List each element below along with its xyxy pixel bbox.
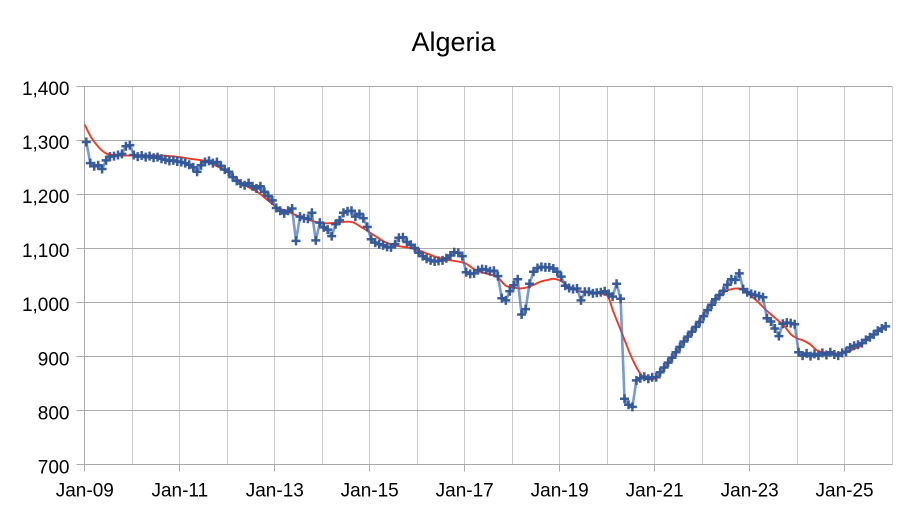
svg-text:1,300: 1,300 xyxy=(22,133,70,154)
svg-text:1,400: 1,400 xyxy=(22,79,70,100)
svg-text:800: 800 xyxy=(38,403,70,424)
svg-text:Jan-11: Jan-11 xyxy=(151,481,208,502)
svg-text:Jan-19: Jan-19 xyxy=(531,481,589,502)
svg-text:1,200: 1,200 xyxy=(22,187,70,208)
svg-text:1,100: 1,100 xyxy=(22,241,70,262)
svg-text:Jan-09: Jan-09 xyxy=(56,481,114,502)
svg-text:Jan-13: Jan-13 xyxy=(246,481,304,502)
svg-text:Jan-15: Jan-15 xyxy=(341,481,399,502)
svg-text:Jan-17: Jan-17 xyxy=(436,481,494,502)
svg-text:Jan-23: Jan-23 xyxy=(721,481,779,502)
svg-text:Jan-21: Jan-21 xyxy=(626,481,684,502)
svg-text:Algeria: Algeria xyxy=(411,27,496,57)
svg-text:900: 900 xyxy=(38,349,70,370)
svg-text:Jan-25: Jan-25 xyxy=(816,481,874,502)
svg-text:1,000: 1,000 xyxy=(22,295,70,316)
svg-text:700: 700 xyxy=(38,457,70,478)
